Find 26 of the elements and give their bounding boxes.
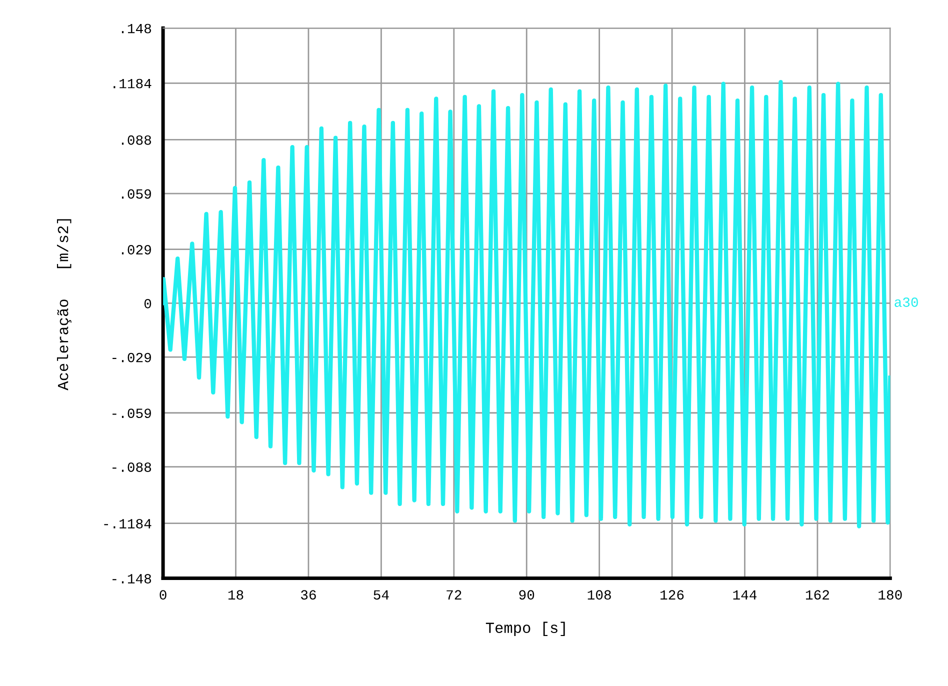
y-tick-label: .059 (122, 189, 151, 199)
y-tick-label: -.088 (112, 462, 152, 472)
y-tick-label: -.148 (112, 574, 152, 584)
y-tick-label: -.1184 (104, 519, 152, 528)
x-tick-label: 54 (374, 590, 389, 600)
y-tick-label: .029 (122, 245, 151, 254)
x-tick-label: 18 (228, 590, 244, 600)
x-tick-label: 90 (519, 590, 534, 600)
x-tick-label: 162 (806, 590, 829, 600)
y-tick-label: -.059 (112, 408, 151, 418)
y-axis-title: Aceleração [m/s2] (56, 219, 72, 390)
x-tick-label: 126 (660, 590, 684, 600)
y-tick-label: -.029 (112, 352, 151, 362)
x-tick-label: 144 (733, 590, 757, 600)
series-label: a30 (894, 298, 918, 307)
y-tick-label: .148 (122, 24, 152, 34)
x-axis-title: Tempo [s] (486, 622, 565, 636)
y-tick-label: .088 (122, 135, 152, 145)
x-tick-label: 180 (878, 590, 902, 600)
x-tick-label: 36 (301, 590, 316, 600)
x-tick-label: 0 (160, 590, 166, 600)
y-tick-label: 0 (144, 298, 152, 308)
x-tick-label: 72 (446, 590, 462, 600)
x-tick-label: 108 (588, 590, 611, 600)
y-tick-label: .1184 (114, 78, 152, 88)
line-series (163, 80, 890, 528)
